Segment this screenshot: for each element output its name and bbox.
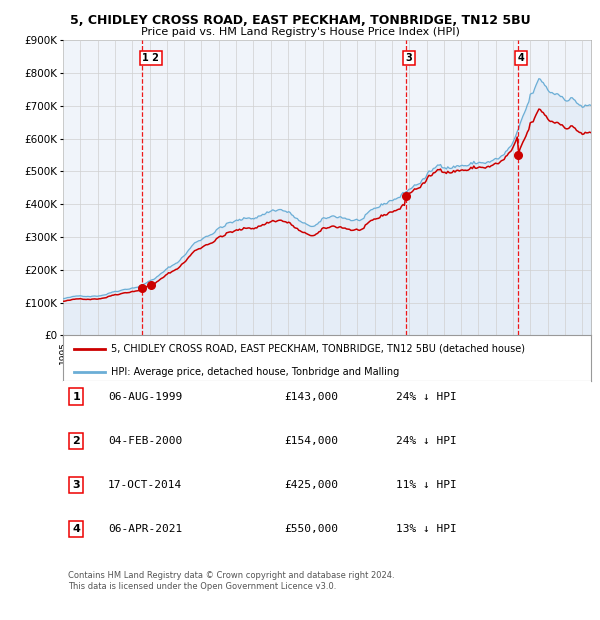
Text: £143,000: £143,000	[285, 392, 339, 402]
Text: 06-APR-2021: 06-APR-2021	[108, 525, 182, 534]
Text: 5, CHIDLEY CROSS ROAD, EAST PECKHAM, TONBRIDGE, TN12 5BU: 5, CHIDLEY CROSS ROAD, EAST PECKHAM, TON…	[70, 14, 530, 27]
Text: 06-AUG-1999: 06-AUG-1999	[108, 392, 182, 402]
Text: 1 2: 1 2	[142, 53, 160, 63]
Text: 3: 3	[73, 480, 80, 490]
Text: Contains HM Land Registry data © Crown copyright and database right 2024.
This d: Contains HM Land Registry data © Crown c…	[68, 571, 395, 591]
Text: 13% ↓ HPI: 13% ↓ HPI	[395, 525, 457, 534]
Text: 24% ↓ HPI: 24% ↓ HPI	[395, 436, 457, 446]
Text: 3: 3	[406, 53, 412, 63]
Text: £425,000: £425,000	[285, 480, 339, 490]
Text: 11% ↓ HPI: 11% ↓ HPI	[395, 480, 457, 490]
Text: 04-FEB-2000: 04-FEB-2000	[108, 436, 182, 446]
Text: 2: 2	[73, 436, 80, 446]
Text: 5, CHIDLEY CROSS ROAD, EAST PECKHAM, TONBRIDGE, TN12 5BU (detached house): 5, CHIDLEY CROSS ROAD, EAST PECKHAM, TON…	[110, 344, 524, 354]
Text: Price paid vs. HM Land Registry's House Price Index (HPI): Price paid vs. HM Land Registry's House …	[140, 27, 460, 37]
Text: £154,000: £154,000	[285, 436, 339, 446]
Text: £550,000: £550,000	[285, 525, 339, 534]
Text: 17-OCT-2014: 17-OCT-2014	[108, 480, 182, 490]
Bar	[63, 40, 591, 335]
Text: 4: 4	[72, 525, 80, 534]
Text: 24% ↓ HPI: 24% ↓ HPI	[395, 392, 457, 402]
Text: HPI: Average price, detached house, Tonbridge and Malling: HPI: Average price, detached house, Tonb…	[110, 366, 399, 376]
Text: 4: 4	[518, 53, 524, 63]
Text: 1: 1	[73, 392, 80, 402]
